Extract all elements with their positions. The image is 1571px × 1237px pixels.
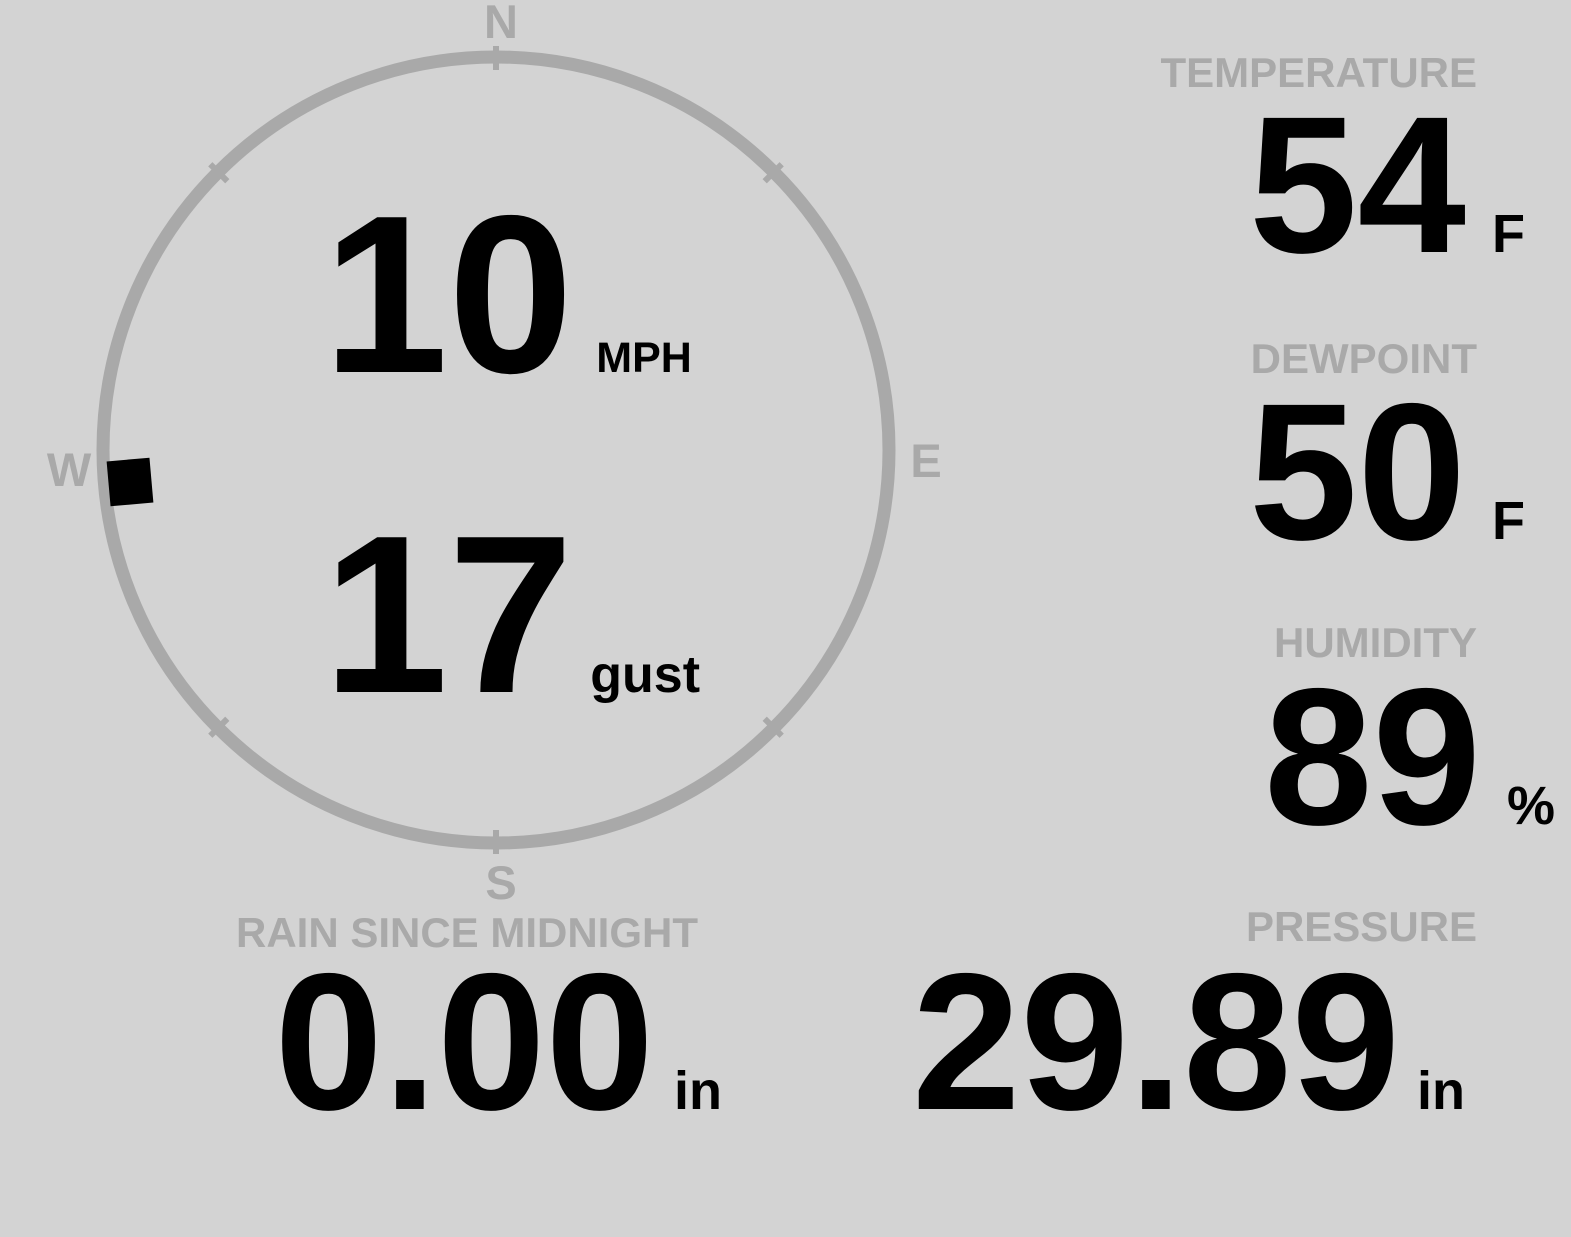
compass-tick-nw — [208, 162, 230, 184]
compass-tick-se — [762, 716, 784, 738]
pressure-reading: 29.89 in — [912, 945, 1465, 1140]
compass-label-east: E — [910, 434, 942, 487]
dewpoint-label: DEWPOINT — [1250, 335, 1477, 382]
humidity-value: 89 — [1264, 648, 1481, 866]
rain-value: 0.00 — [274, 933, 654, 1151]
compass-tick-ne — [762, 162, 784, 184]
temperature-value: 54 — [1249, 76, 1466, 294]
temperature-unit: F — [1492, 204, 1525, 264]
compass-ticks — [208, 46, 784, 854]
humidity-label: HUMIDITY — [1274, 619, 1477, 666]
pressure-label: PRESSURE — [1245, 903, 1477, 950]
temperature-reading: 54 F — [1249, 88, 1525, 283]
wind-speed-reading: 10 MPH — [323, 182, 692, 407]
wind-gust-value: 17 — [323, 488, 574, 740]
wind-gust-reading: 17 gust — [323, 502, 700, 727]
temperature-label: TEMPERATURE — [1160, 49, 1477, 96]
pressure-value: 29.89 — [912, 933, 1400, 1151]
dewpoint-reading: 50 F — [1249, 375, 1525, 570]
wind-direction-marker — [107, 457, 154, 507]
wind-gust-unit: gust — [590, 646, 701, 704]
compass-label-south: S — [485, 856, 517, 909]
rain-unit: in — [674, 1061, 722, 1121]
humidity-unit: % — [1506, 776, 1555, 836]
rain-reading: 0.00 in — [274, 945, 722, 1140]
compass-label-west: W — [46, 443, 92, 496]
wind-speed-value: 10 — [323, 168, 574, 420]
pressure-unit: in — [1417, 1061, 1465, 1121]
compass-tick-sw — [208, 716, 230, 738]
dewpoint-unit: F — [1492, 491, 1525, 551]
wind-speed-unit: MPH — [596, 334, 692, 382]
wind-compass — [96, 46, 896, 854]
dewpoint-value: 50 — [1249, 363, 1466, 581]
compass-label-north: N — [484, 0, 518, 48]
rain-label: RAIN SINCE MIDNIGHT — [236, 909, 698, 956]
humidity-reading: 89 % — [1264, 660, 1555, 855]
